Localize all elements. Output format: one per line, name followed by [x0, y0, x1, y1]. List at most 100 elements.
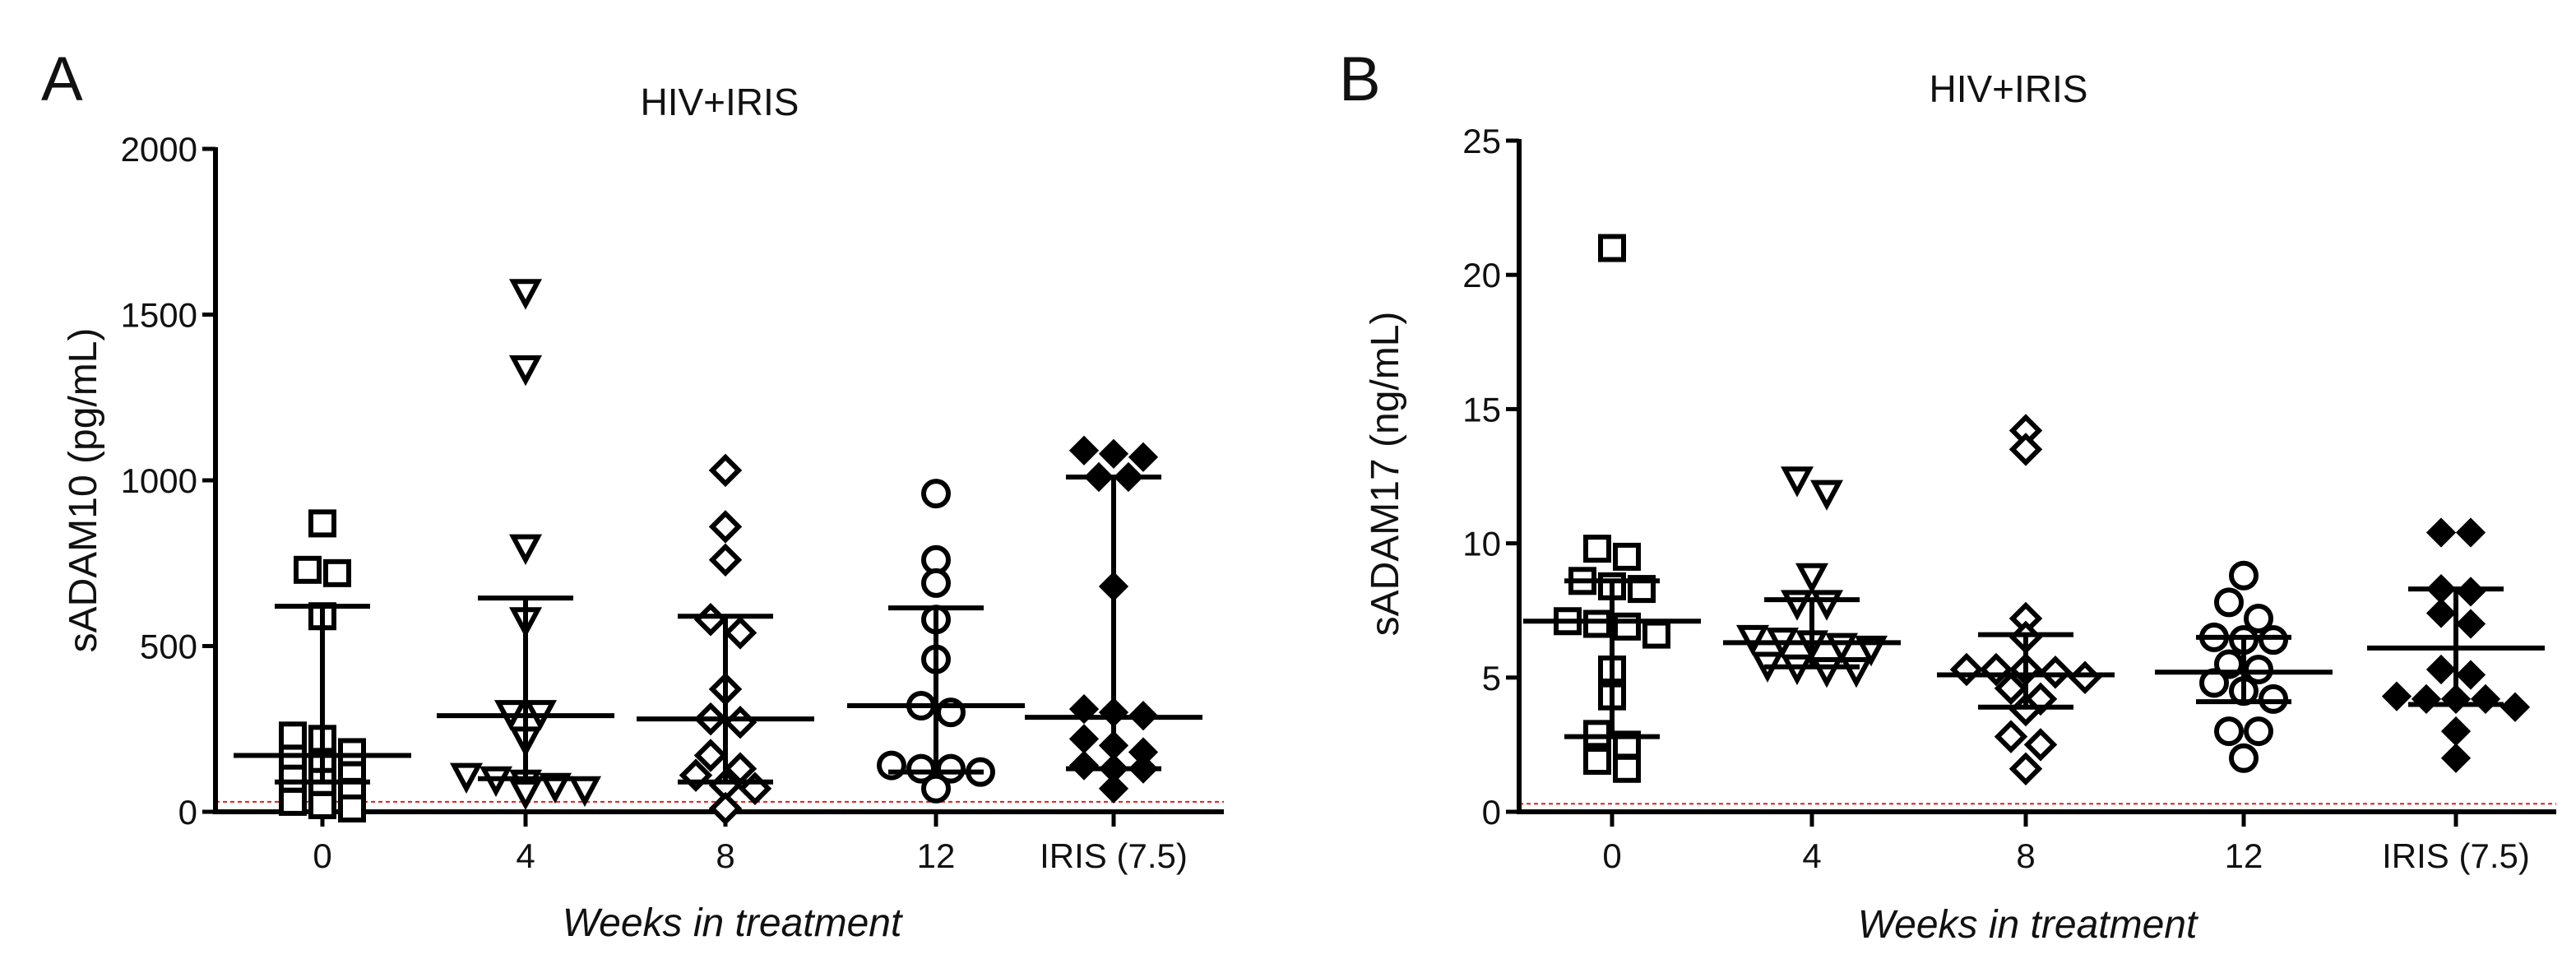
data-point	[508, 534, 543, 565]
x-tick-label: 12	[2225, 836, 2263, 875]
data-point	[2440, 743, 2472, 773]
x-tick-label: 0	[1602, 836, 1621, 875]
data-point	[294, 555, 322, 584]
y-tick-label: 2000	[121, 130, 197, 169]
data-point	[279, 787, 307, 816]
data-point	[1098, 773, 1129, 804]
data-point	[2425, 598, 2457, 628]
data-point	[708, 453, 743, 488]
data-point	[708, 791, 743, 826]
data-point	[1809, 590, 1844, 621]
series-week-8	[637, 453, 814, 826]
y-tick-label: 5	[1482, 659, 1501, 697]
data-point	[2229, 560, 2259, 591]
data-point	[723, 616, 758, 650]
data-point	[1735, 624, 1770, 656]
data-point	[508, 279, 543, 310]
data-point	[1994, 720, 2028, 753]
y-tick-label: 0	[178, 793, 197, 832]
data-point	[338, 794, 366, 822]
data-point	[2008, 752, 2043, 786]
data-point	[693, 739, 728, 772]
data-point	[1583, 609, 1611, 638]
data-point	[921, 773, 951, 804]
x-tick-label: 12	[917, 836, 956, 875]
x-tick-label: IRIS (7.5)	[1040, 836, 1188, 875]
data-point	[308, 790, 336, 819]
data-point	[508, 779, 543, 811]
data-point	[708, 543, 743, 577]
data-point	[2455, 609, 2486, 639]
data-point	[1780, 590, 1814, 621]
y-axis-label-a: sADAM10 (pg/mL)	[62, 328, 105, 653]
data-point	[1068, 435, 1100, 466]
x-tick-label: 8	[716, 836, 734, 875]
data-point	[1583, 535, 1611, 563]
panel-letter-b: B	[1339, 44, 1381, 114]
data-point	[2244, 603, 2273, 633]
y-tick-label: 20	[1462, 256, 1501, 294]
data-point	[2038, 656, 2073, 689]
y-tick-label: 10	[1462, 525, 1501, 563]
data-point	[1598, 234, 1626, 262]
data-point	[1809, 480, 1844, 511]
y-tick-label: 500	[140, 628, 197, 666]
data-point	[2455, 517, 2486, 548]
series-week-0	[1523, 234, 1701, 783]
x-tick-label: 0	[313, 836, 331, 875]
data-point	[921, 568, 951, 598]
plot-area-b: 0 5 10 15 20 25 0 4 8 12 IRIS (7.5)	[1462, 122, 2556, 875]
data-point	[1613, 754, 1641, 783]
data-point	[1809, 657, 1844, 688]
data-point	[2381, 681, 2412, 711]
data-point	[308, 509, 336, 538]
x-tick-label: 4	[516, 836, 535, 875]
data-point	[2425, 517, 2457, 548]
data-point	[2455, 577, 2486, 607]
panel-b: B HIV+IRIS sADAM17 (ng/mL) Weeks in trea…	[1339, 44, 2556, 947]
data-point	[1128, 442, 1159, 472]
data-point	[708, 510, 743, 544]
data-point	[1098, 438, 1129, 469]
series-week-iris-7-5-	[1025, 435, 1202, 804]
data-point	[1613, 612, 1641, 641]
data-point	[2229, 743, 2259, 773]
data-point	[2214, 587, 2244, 618]
data-point	[1583, 720, 1611, 748]
data-point	[1949, 652, 1984, 687]
data-point	[693, 603, 728, 637]
y-tick-label: 1500	[121, 296, 197, 335]
series-week-4	[437, 279, 614, 811]
series-week-12	[2155, 560, 2333, 773]
plot-area-a: 0 500 1000 1500 2000 0 4 8 12 IRIS (7.5)	[121, 130, 1224, 875]
y-tick-label: 25	[1462, 122, 1501, 160]
y-tick-label: 1000	[121, 461, 197, 500]
data-point	[2259, 625, 2288, 656]
x-tick-label: 4	[1802, 836, 1821, 875]
data-point	[2008, 433, 2043, 466]
data-point	[2411, 683, 2442, 715]
chart-title-b: HIV+IRIS	[1929, 67, 2087, 110]
data-point	[2500, 692, 2531, 722]
data-point	[2455, 660, 2486, 690]
data-point	[338, 738, 366, 767]
data-point	[2425, 654, 2457, 685]
data-point	[1795, 563, 1829, 595]
data-point	[279, 764, 307, 793]
data-point	[1068, 724, 1100, 754]
series-week-4	[1723, 466, 1901, 688]
data-point	[508, 354, 543, 387]
data-point	[2244, 716, 2273, 747]
chart-title-a: HIV+IRIS	[640, 81, 799, 123]
y-tick-label: 0	[1482, 793, 1501, 832]
y-axis-label-b: sADAM17 (ng/mL)	[1364, 312, 1407, 637]
data-point	[921, 479, 951, 509]
data-point	[279, 721, 307, 750]
data-point	[2440, 716, 2472, 747]
data-point	[2259, 683, 2288, 714]
x-tick-label: IRIS (7.5)	[2382, 836, 2530, 875]
data-point	[2068, 660, 2102, 695]
panel-letter-a: A	[41, 44, 83, 114]
data-point	[2470, 683, 2501, 715]
data-point	[538, 772, 572, 804]
